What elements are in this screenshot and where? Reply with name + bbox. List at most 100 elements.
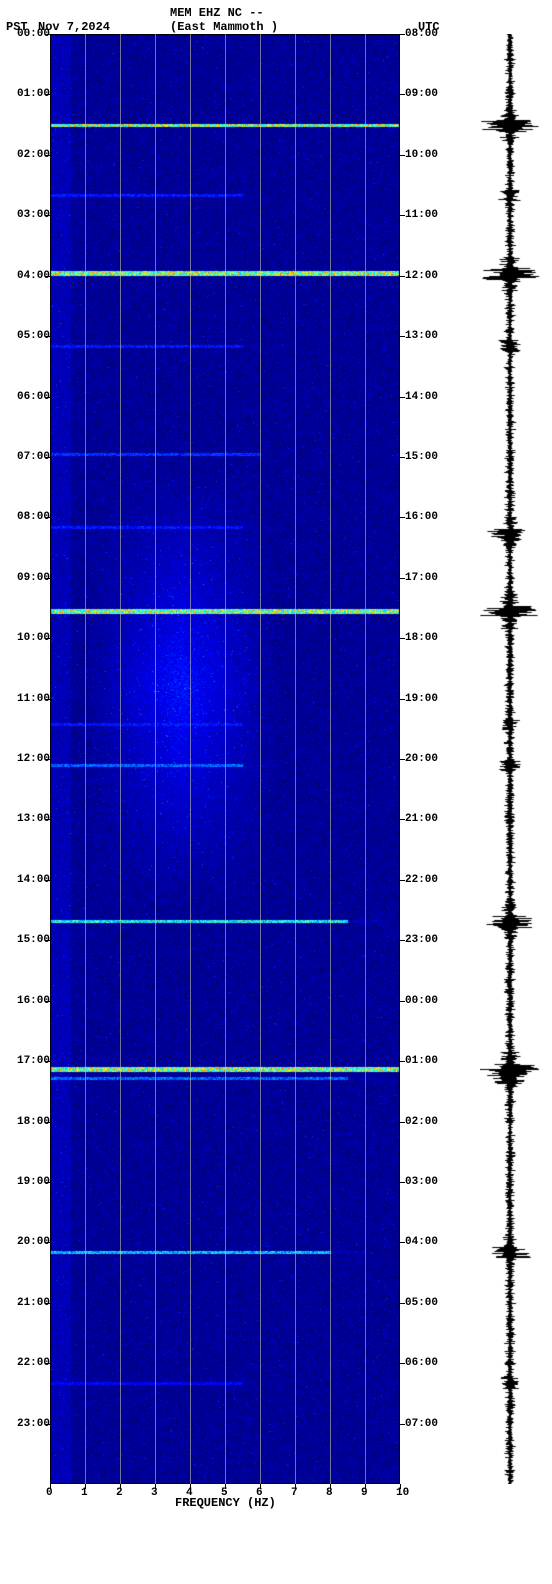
- pst-tick-label: 15:00: [0, 934, 50, 946]
- utc-tick-label: 11:00: [405, 209, 455, 221]
- utc-tick-mark: [400, 638, 405, 639]
- utc-tick-label: 13:00: [405, 330, 455, 342]
- pst-tick-label: 08:00: [0, 511, 50, 523]
- pst-tick-mark: [45, 336, 50, 337]
- utc-tick-label: 06:00: [405, 1357, 455, 1369]
- utc-tick-mark: [400, 1303, 405, 1304]
- gridline: [295, 34, 296, 1484]
- utc-tick-label: 17:00: [405, 572, 455, 584]
- gridline: [365, 34, 366, 1484]
- pst-tick-label: 21:00: [0, 1297, 50, 1309]
- gridline: [330, 34, 331, 1484]
- utc-tick-label: 20:00: [405, 753, 455, 765]
- pst-tick-label: 01:00: [0, 88, 50, 100]
- pst-tick-mark: [45, 1001, 50, 1002]
- freq-axis-label: FREQUENCY (HZ): [175, 1496, 276, 1510]
- utc-tick-label: 16:00: [405, 511, 455, 523]
- utc-tick-mark: [400, 1122, 405, 1123]
- pst-tick-mark: [45, 1303, 50, 1304]
- utc-tick-label: 22:00: [405, 874, 455, 886]
- pst-tick-label: 11:00: [0, 693, 50, 705]
- pst-tick-mark: [45, 819, 50, 820]
- utc-tick-mark: [400, 699, 405, 700]
- pst-tick-label: 18:00: [0, 1116, 50, 1128]
- pst-tick-label: 03:00: [0, 209, 50, 221]
- pst-tick-mark: [45, 155, 50, 156]
- gridline: [155, 34, 156, 1484]
- utc-tick-mark: [400, 1061, 405, 1062]
- utc-tick-label: 23:00: [405, 934, 455, 946]
- gridline: [260, 34, 261, 1484]
- pst-tick-mark: [45, 880, 50, 881]
- pst-tick-label: 07:00: [0, 451, 50, 463]
- utc-tick-mark: [400, 34, 405, 35]
- pst-tick-label: 19:00: [0, 1176, 50, 1188]
- pst-tick-mark: [45, 759, 50, 760]
- utc-tick-mark: [400, 517, 405, 518]
- utc-tick-label: 09:00: [405, 88, 455, 100]
- utc-tick-mark: [400, 1424, 405, 1425]
- pst-tick-label: 04:00: [0, 270, 50, 282]
- gridline: [120, 34, 121, 1484]
- x-tick-label: 9: [361, 1487, 368, 1499]
- utc-tick-mark: [400, 578, 405, 579]
- pst-tick-mark: [45, 940, 50, 941]
- gridline: [225, 34, 226, 1484]
- x-tick-label: 7: [291, 1487, 298, 1499]
- utc-tick-mark: [400, 457, 405, 458]
- pst-tick-mark: [45, 1182, 50, 1183]
- utc-tick-mark: [400, 336, 405, 337]
- utc-tick-mark: [400, 940, 405, 941]
- gridline: [190, 34, 191, 1484]
- pst-tick-mark: [45, 699, 50, 700]
- utc-tick-mark: [400, 819, 405, 820]
- pst-tick-label: 00:00: [0, 28, 50, 40]
- utc-tick-label: 12:00: [405, 270, 455, 282]
- pst-tick-mark: [45, 457, 50, 458]
- utc-tick-label: 15:00: [405, 451, 455, 463]
- pst-tick-label: 02:00: [0, 149, 50, 161]
- pst-tick-label: 17:00: [0, 1055, 50, 1067]
- utc-tick-mark: [400, 1182, 405, 1183]
- x-tick-label: 1: [81, 1487, 88, 1499]
- pst-tick-mark: [45, 1424, 50, 1425]
- pst-tick-label: 09:00: [0, 572, 50, 584]
- utc-tick-label: 02:00: [405, 1116, 455, 1128]
- pst-tick-label: 13:00: [0, 813, 50, 825]
- pst-tick-mark: [45, 578, 50, 579]
- pst-tick-mark: [45, 94, 50, 95]
- utc-tick-label: 07:00: [405, 1418, 455, 1430]
- utc-tick-label: 03:00: [405, 1176, 455, 1188]
- utc-tick-label: 00:00: [405, 995, 455, 1007]
- station-line2: (East Mammoth ): [170, 20, 278, 34]
- utc-tick-mark: [400, 1242, 405, 1243]
- pst-tick-mark: [45, 517, 50, 518]
- utc-tick-mark: [400, 1001, 405, 1002]
- x-tick-label: 10: [396, 1487, 409, 1499]
- utc-tick-mark: [400, 215, 405, 216]
- pst-tick-label: 20:00: [0, 1236, 50, 1248]
- pst-tick-label: 16:00: [0, 995, 50, 1007]
- x-tick-label: 3: [151, 1487, 158, 1499]
- utc-tick-mark: [400, 397, 405, 398]
- utc-tick-label: 05:00: [405, 1297, 455, 1309]
- pst-tick-mark: [45, 1242, 50, 1243]
- pst-tick-mark: [45, 1061, 50, 1062]
- utc-tick-mark: [400, 155, 405, 156]
- pst-tick-label: 12:00: [0, 753, 50, 765]
- pst-tick-mark: [45, 638, 50, 639]
- utc-tick-label: 08:00: [405, 28, 455, 40]
- utc-tick-mark: [400, 94, 405, 95]
- pst-tick-label: 10:00: [0, 632, 50, 644]
- pst-tick-mark: [45, 215, 50, 216]
- utc-tick-mark: [400, 276, 405, 277]
- utc-tick-label: 10:00: [405, 149, 455, 161]
- x-tick-label: 0: [46, 1487, 53, 1499]
- pst-tick-mark: [45, 276, 50, 277]
- waveform-canvas: [480, 34, 540, 1484]
- waveform-plot: [480, 34, 540, 1484]
- utc-tick-mark: [400, 880, 405, 881]
- station-line1: MEM EHZ NC --: [170, 6, 264, 20]
- utc-tick-mark: [400, 1363, 405, 1364]
- utc-tick-label: 18:00: [405, 632, 455, 644]
